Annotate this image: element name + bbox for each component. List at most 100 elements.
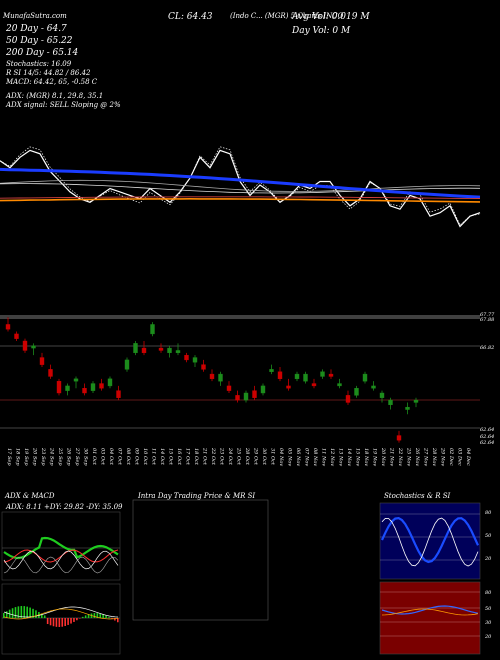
date-tick-label: 20 Nov: [380, 447, 386, 466]
date-tick-label: 11 Nov: [321, 448, 327, 466]
close-price: CL: 64.43: [168, 12, 213, 22]
macd-histogram-bar: [35, 610, 37, 618]
macd-histogram-bar: [93, 613, 96, 618]
candle-up: [413, 399, 419, 403]
candle-up: [124, 359, 130, 370]
macd-histogram-bar: [67, 618, 69, 625]
macd-label: MACD: 64.42, 65, -0.58 C: [6, 78, 98, 86]
stoch-tick-50: 50: [485, 533, 492, 539]
candle-down: [56, 380, 62, 394]
candle-down: [39, 357, 45, 365]
date-tick-label: 29 Nov: [440, 447, 446, 466]
date-tick-label: 04 Oct: [108, 448, 114, 466]
candle-up: [371, 385, 376, 389]
date-tick-label: 23 Oct: [219, 447, 225, 466]
date-tick-label: 07 Nov: [304, 448, 310, 466]
date-tick-label: 14 Nov: [346, 448, 352, 466]
date-tick-label: 16 Oct: [176, 448, 182, 466]
price-dotted-line: [0, 146, 481, 226]
macd-histogram-bar: [64, 618, 66, 627]
candle-up: [192, 357, 198, 363]
date-tick-label: 21 Nov: [389, 447, 395, 466]
date-tick-label: 03 Oct: [100, 448, 106, 466]
header-title: (Indo C... (MGR) 5 Charts INCO: [230, 12, 344, 20]
ma-orange-line: [0, 197, 481, 203]
date-tick-label: 18 Nov: [363, 448, 369, 466]
date-tick-label: 14 Oct: [159, 448, 165, 466]
candle-up: [294, 373, 300, 380]
candle-up: [379, 392, 385, 398]
rsi-tick-30: 30: [485, 620, 492, 626]
macd-histogram-bar: [17, 606, 20, 618]
candle-up: [405, 406, 410, 410]
price-level-2: 67.88: [480, 317, 495, 323]
date-tick-label: 29 Oct: [253, 447, 259, 466]
date-tick-label: 04 Nov: [278, 448, 284, 466]
date-tick-label: 28 Nov: [431, 447, 437, 466]
macd-histogram-bar: [108, 617, 110, 618]
macd-histogram-bar: [114, 618, 116, 621]
candle-down: [209, 373, 215, 380]
avg-volume: Avg Vol: 0.019 M: [292, 12, 370, 22]
minus-di-line: [3, 549, 119, 563]
macd-histogram-bar: [61, 618, 64, 627]
macd-histogram-bar: [99, 613, 102, 618]
date-tick-label: 01 Oct: [91, 448, 97, 466]
macd-histogram-bar: [81, 616, 84, 618]
macd-histogram-bar: [76, 618, 78, 621]
ma-blue-line: [0, 167, 481, 199]
candle-up: [303, 373, 308, 382]
date-tick-label: 26 Sep: [66, 447, 72, 466]
candle-up: [175, 350, 181, 354]
candle-up: [218, 373, 223, 382]
candle-down: [226, 385, 232, 391]
date-tick-label: 02 Dec: [448, 448, 454, 466]
date-tick-label: 18 Sep: [15, 448, 21, 466]
date-tick-label: 06 Nov: [295, 448, 301, 466]
macd-histogram-bar: [3, 613, 5, 618]
candle-up: [133, 343, 138, 354]
candle-up: [90, 383, 96, 391]
candle-down: [82, 388, 87, 394]
macd-histogram-bar: [58, 618, 61, 627]
candle-up: [260, 385, 266, 394]
macd-histogram-bar: [26, 606, 28, 618]
rsi-panel: [379, 581, 481, 655]
day-volume: Day Vol: 0 M: [292, 26, 351, 36]
candle-down: [141, 347, 147, 354]
date-tick-label: 08 Nov: [312, 448, 318, 466]
macd-histogram-bar: [52, 618, 55, 627]
date-tick-label: 20 Sep: [32, 447, 38, 466]
candle-down: [14, 333, 19, 339]
rsi-tick-80: 80: [485, 590, 492, 596]
date-tick-label: 12 Nov: [329, 448, 335, 466]
date-tick-label: 31 Oct: [270, 448, 276, 466]
candle-down: [286, 385, 291, 389]
intraday-title: Intra Day Trading Price & MR SI: [138, 492, 256, 500]
date-tick-label: 27 Nov: [423, 447, 429, 466]
candle-down: [5, 324, 11, 330]
date-tick-label: 25 Sep: [57, 447, 63, 466]
candle-up: [31, 345, 36, 349]
stochastics-title: Stochastics & R SI: [384, 492, 451, 500]
site-name: MunafaSutra.com: [3, 12, 67, 20]
date-tick-label: 10 Oct: [142, 448, 148, 466]
stochastics-label: Stochastics: 16.09: [6, 60, 72, 68]
macd-histogram-bar: [73, 618, 75, 622]
candle-down: [22, 340, 28, 351]
stoch-d-line: [381, 517, 479, 567]
adx-signal-label: ADX signal: SELL Sloping @ 2%: [6, 101, 121, 109]
candle-up: [107, 378, 113, 387]
macd-histogram-bar: [96, 613, 99, 618]
candle-down: [201, 364, 206, 370]
macd-histogram-bar: [43, 615, 46, 618]
candle-up: [362, 373, 368, 382]
macd-histogram-bar: [32, 608, 34, 618]
candle-down: [311, 383, 317, 387]
macd-line: [3, 606, 119, 618]
candle-up: [243, 392, 249, 401]
macd-histogram-bar: [87, 614, 90, 618]
date-tick-label: 28 Oct: [244, 447, 250, 466]
adx-line-2: [3, 556, 119, 574]
